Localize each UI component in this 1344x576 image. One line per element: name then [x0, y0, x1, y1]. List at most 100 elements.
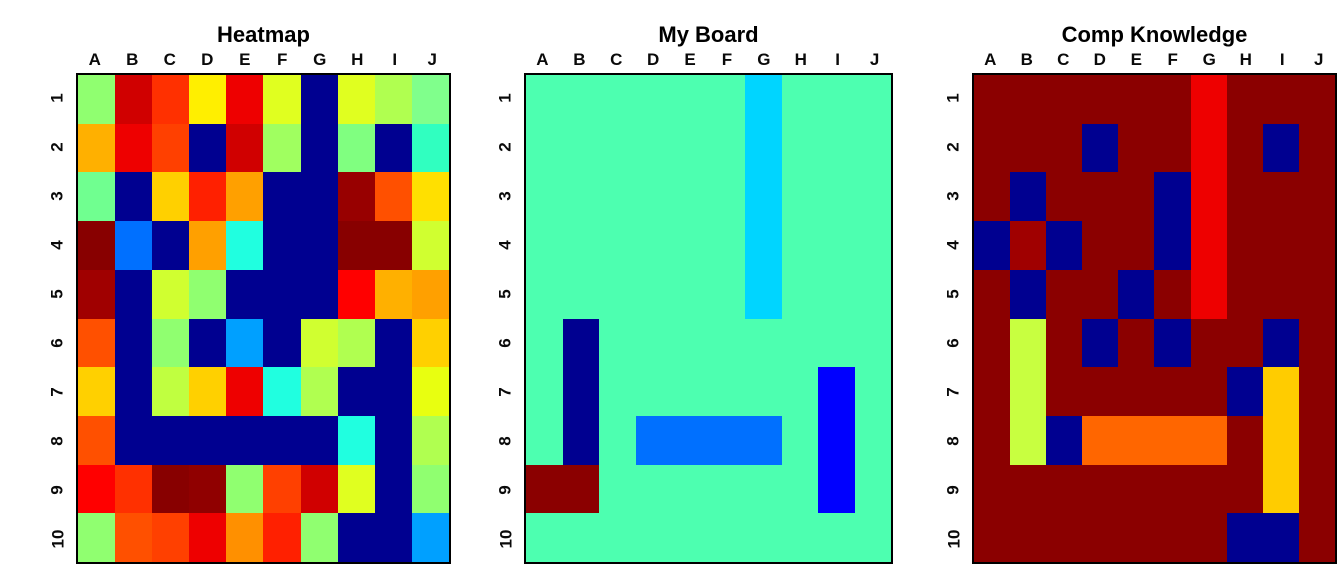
cell-I10 [1262, 513, 1299, 562]
cell-G4 [745, 221, 782, 270]
cell-B10 [115, 513, 153, 562]
cell-A7 [974, 367, 1011, 416]
cell-E10 [1118, 513, 1155, 562]
cell-B7 [1010, 367, 1047, 416]
cell-I9 [818, 464, 855, 514]
cell-J3 [411, 172, 449, 222]
row-label-6: 6 [496, 338, 515, 348]
cell-E10 [672, 513, 709, 562]
cell-H9 [781, 464, 818, 514]
cell-I3 [374, 172, 412, 222]
cell-F6 [1154, 318, 1191, 368]
cell-I2 [818, 123, 855, 173]
cell-B4 [1010, 221, 1047, 270]
col-label-B: B [1020, 50, 1033, 69]
cell-C2 [152, 123, 190, 173]
panel-body: 1 2 3 4 5 6 7 8 9 10 [40, 73, 451, 564]
cell-E3 [672, 172, 709, 222]
cell-A8 [974, 415, 1011, 465]
cell-B10 [562, 513, 599, 562]
row-label-1: 1 [496, 92, 515, 103]
cell-C3 [1046, 172, 1083, 222]
row-label-1: 1 [944, 92, 963, 103]
cell-G2 [1190, 123, 1227, 173]
row-label-7: 7 [496, 387, 515, 397]
cell-E7 [672, 367, 709, 416]
cell-F1 [708, 75, 745, 124]
cell-C1 [152, 75, 190, 124]
cell-I10 [818, 513, 855, 562]
cell-F1 [1154, 75, 1191, 124]
cell-E4 [226, 221, 264, 270]
cell-F7 [708, 367, 745, 416]
row-labels: 1 2 3 4 5 6 7 8 9 10 [40, 73, 76, 564]
cell-C2 [599, 123, 636, 173]
cell-J5 [411, 269, 449, 319]
cell-E2 [1118, 123, 1155, 173]
row-label-6: 6 [944, 338, 963, 348]
cell-H3 [781, 172, 818, 222]
panel-comp-knowledge: Comp Knowledge A B C D E F G H I J 1 2 3 4 5 6 7 8 9 10 [936, 16, 1337, 564]
cell-E9 [226, 464, 264, 514]
cell-H8 [337, 415, 375, 465]
cell-H9 [337, 464, 375, 514]
col-label-E: E [1130, 50, 1142, 69]
cell-I6 [818, 318, 855, 368]
cell-D4 [635, 221, 672, 270]
cell-H1 [781, 75, 818, 124]
col-label-F: F [1167, 50, 1178, 69]
cell-J5 [854, 269, 891, 319]
col-label-D: D [1093, 50, 1106, 69]
row-label-5: 5 [48, 289, 67, 299]
col-label-G: G [757, 50, 771, 69]
panel-body: 1 2 3 4 5 6 7 8 9 10 [488, 73, 893, 564]
cell-H5 [337, 269, 375, 319]
row-label-7: 7 [944, 387, 963, 397]
cell-A10 [78, 513, 116, 562]
row-label-2: 2 [48, 141, 67, 152]
cell-H8 [781, 415, 818, 465]
col-label-C: C [163, 50, 176, 69]
cell-I9 [1262, 464, 1299, 514]
row-label-9: 9 [496, 485, 515, 496]
cell-G10 [300, 513, 338, 562]
cell-D2 [635, 123, 672, 173]
cell-J4 [854, 221, 891, 270]
cell-D4 [1082, 221, 1119, 270]
col-label-J: J [1314, 50, 1324, 69]
panel-title: Heatmap [217, 22, 310, 47]
cell-B7 [115, 367, 153, 416]
cell-D1 [635, 75, 672, 124]
cell-B3 [562, 172, 599, 222]
cell-A3 [78, 172, 116, 222]
cell-H1 [1226, 75, 1263, 124]
cell-I1 [374, 75, 412, 124]
col-label-C: C [1057, 50, 1070, 69]
cell-A4 [974, 221, 1011, 270]
cell-F6 [708, 318, 745, 368]
cell-I7 [818, 367, 855, 416]
panel-body: 1 2 3 4 5 6 7 8 9 10 [936, 73, 1337, 564]
cell-F9 [708, 464, 745, 514]
cell-F1 [263, 75, 301, 124]
cell-D10 [1082, 513, 1119, 562]
row-label-9: 9 [944, 485, 963, 496]
cell-E3 [226, 172, 264, 222]
row-label-5: 5 [944, 289, 963, 299]
cell-E7 [226, 367, 264, 416]
cell-C9 [599, 464, 636, 514]
cell-J2 [854, 123, 891, 173]
cell-J10 [1298, 513, 1335, 562]
panel-title: Comp Knowledge [1061, 22, 1248, 47]
cell-G7 [300, 367, 338, 416]
cell-E9 [672, 464, 709, 514]
cell-H1 [337, 75, 375, 124]
cell-F5 [1154, 269, 1191, 319]
cell-B1 [115, 75, 153, 124]
cell-A5 [974, 269, 1011, 319]
cell-H4 [781, 221, 818, 270]
cell-C8 [1046, 415, 1083, 465]
cell-C1 [1046, 75, 1083, 124]
cell-F2 [263, 123, 301, 173]
